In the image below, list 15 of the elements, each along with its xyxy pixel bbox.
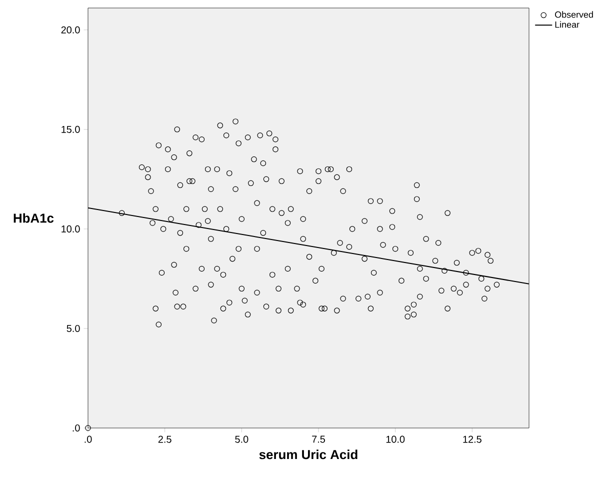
x-axis-title: serum Uric Acid	[259, 450, 358, 460]
x-tick-label: 5.0	[235, 436, 248, 443]
x-tick-label: 7.5	[312, 436, 325, 443]
legend-label: Observed	[555, 11, 593, 18]
x-tick-label: .0	[84, 436, 92, 443]
x-tick-label: 2.5	[158, 436, 172, 443]
y-axis-title: HbA1c	[14, 213, 54, 223]
y-tick-label: 10.0	[62, 225, 80, 232]
x-tick-label: 12.5	[463, 436, 482, 443]
y-tick-label: 15.0	[62, 126, 80, 133]
y-tick-label: 20.0	[61, 26, 80, 34]
y-tick-label: .0	[72, 424, 80, 432]
y-tick-label: 5.0	[66, 324, 80, 332]
x-tick-label: 10.0	[386, 436, 405, 443]
legend-label: Linear	[555, 21, 580, 28]
